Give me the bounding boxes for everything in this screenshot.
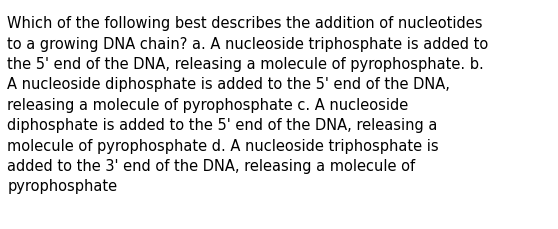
Text: Which of the following best describes the addition of nucleotides
to a growing D: Which of the following best describes th… <box>7 16 488 194</box>
